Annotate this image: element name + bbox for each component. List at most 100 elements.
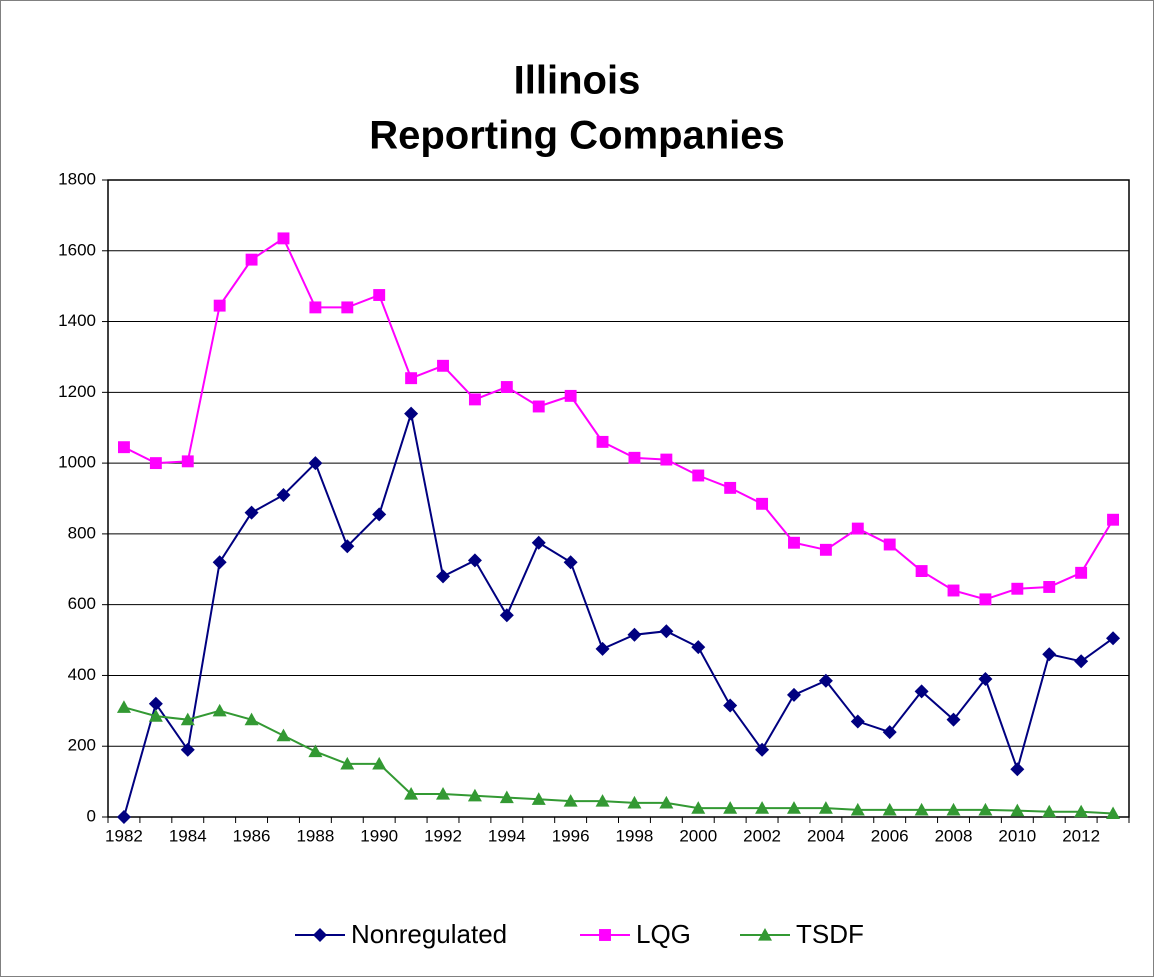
marker [882,725,897,740]
marker [914,802,929,816]
marker [499,608,514,623]
y-tick-label: 400 [68,665,96,684]
legend-label: LQG [636,919,691,949]
marker [1107,513,1119,526]
marker [883,538,896,551]
x-tick-label: 1990 [360,826,398,845]
marker [691,640,706,655]
marker [1074,654,1089,669]
marker [245,253,258,266]
marker [755,801,770,814]
marker [788,536,800,549]
marker [148,709,163,722]
marker [244,505,259,520]
x-tick-label: 2012 [1062,826,1100,845]
marker [627,627,642,642]
y-tick-label: 1800 [58,169,96,188]
marker [723,698,738,713]
marker [116,700,131,713]
marker [116,810,131,824]
x-tick-label: 2008 [935,826,973,845]
marker [1010,762,1025,777]
y-tick-label: 600 [68,594,96,613]
marker [244,712,259,726]
marker [276,487,291,502]
x-tick-label: 1998 [616,826,654,845]
marker [946,712,961,727]
y-tick-label: 1600 [58,240,96,259]
marker [340,756,355,770]
marker [1074,804,1089,818]
chart-title: Illinois [514,59,641,103]
marker [660,453,673,466]
marker [1010,803,1025,817]
marker [532,400,545,413]
marker [181,455,194,468]
y-tick-label: 200 [68,736,96,755]
y-tick-label: 1000 [58,453,96,472]
x-tick-label: 2004 [807,826,845,845]
marker [1106,806,1121,820]
x-tick-label: 1992 [424,826,462,845]
marker [372,756,387,770]
marker [437,359,449,372]
marker [149,457,162,470]
marker [723,801,738,814]
x-tick-label: 2002 [743,826,781,845]
marker [436,569,451,584]
marker [180,712,195,726]
marker [786,801,801,814]
marker [341,301,354,314]
marker [404,406,419,421]
marker [978,671,993,686]
marker [563,794,578,807]
marker [628,451,641,464]
x-tick-label: 1986 [233,826,271,845]
marker [436,786,451,800]
x-tick-label: 1988 [296,826,334,845]
marker [372,507,387,522]
x-tick-label: 1984 [169,826,207,845]
marker [148,696,163,711]
legend-label: TSDF [796,919,864,949]
marker [404,786,419,800]
marker [659,795,674,809]
marker [786,687,801,702]
marker [213,299,226,312]
marker [212,703,227,717]
series-line [122,413,1114,818]
marker [118,441,130,454]
marker [467,553,482,568]
marker [850,802,865,816]
marker [531,792,546,805]
marker [755,742,770,757]
marker [308,744,323,758]
marker [724,481,737,494]
marker [659,624,674,639]
marker [818,801,833,814]
marker [405,372,418,385]
x-tick-label: 2010 [998,826,1036,845]
marker [499,790,514,804]
x-tick-label: 1982 [105,826,143,845]
y-tick-label: 800 [68,523,96,542]
legend-marker [758,928,772,941]
marker [850,714,865,729]
marker [500,381,513,393]
x-tick-label: 1994 [488,826,526,845]
marker [946,802,961,816]
marker [915,565,928,577]
marker [468,393,481,406]
marker [978,802,993,816]
marker [1042,647,1057,662]
marker [851,522,864,535]
marker [596,435,609,448]
marker [276,728,291,742]
y-tick-label: 0 [87,806,96,825]
marker [819,543,832,556]
marker [979,593,992,606]
y-tick-label: 1200 [58,382,96,401]
marker [309,301,322,314]
marker [595,641,610,656]
